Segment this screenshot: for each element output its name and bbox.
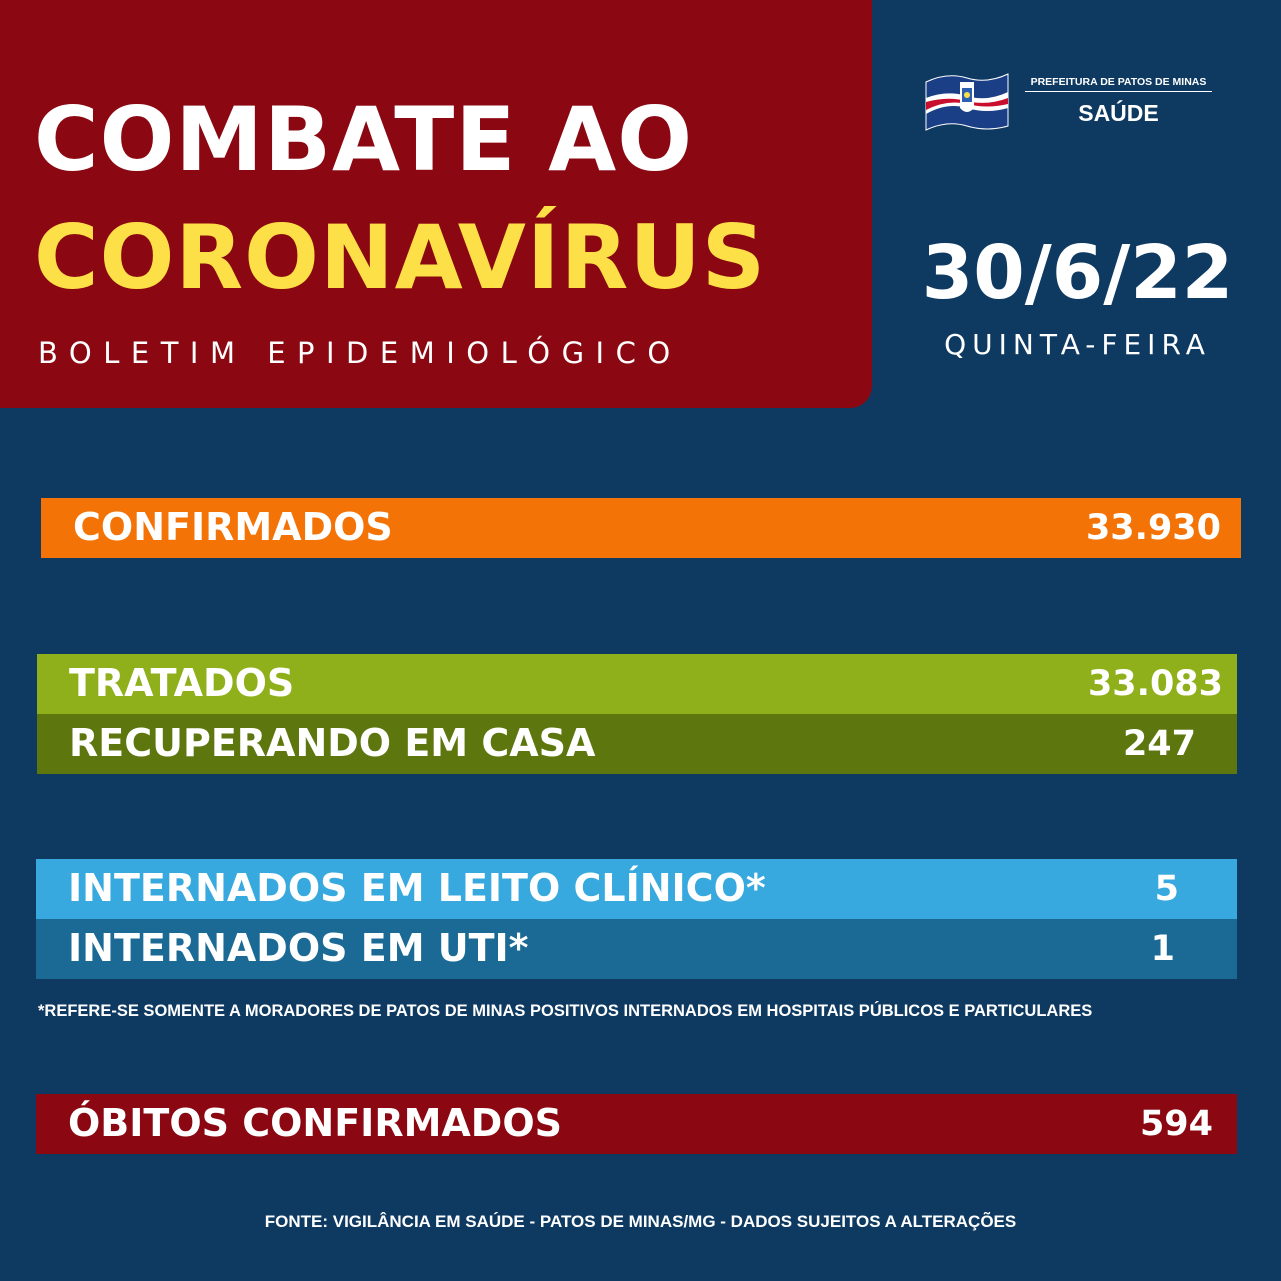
stat-obitos: ÓBITOS CONFIRMADOS 594	[36, 1094, 1237, 1154]
stat-value: 33.930	[1085, 508, 1221, 548]
prefeitura-logo: PREFEITURA DE PATOS DE MINAS SAÚDE	[922, 68, 1212, 138]
logo-org-name: PREFEITURA DE PATOS DE MINAS	[1025, 76, 1212, 92]
stat-uti: INTERNADOS EM UTI* 1	[36, 919, 1237, 979]
stat-value: 33.083	[1087, 664, 1223, 704]
stat-value: 247	[1122, 724, 1196, 764]
stat-value: 5	[1154, 869, 1179, 909]
stat-label: TRATADOS	[69, 661, 295, 705]
stat-tratados: TRATADOS 33.083	[37, 654, 1237, 714]
bulletin-weekday: QUINTA-FEIRA	[944, 328, 1211, 361]
stat-recuperando: RECUPERANDO EM CASA 247	[37, 714, 1237, 774]
footnote: *REFERE-SE SOMENTE A MORADORES DE PATOS …	[38, 1002, 1093, 1020]
logo-department: SAÚDE	[1078, 100, 1159, 126]
stat-value: 1	[1150, 929, 1175, 969]
stat-label: INTERNADOS EM UTI*	[68, 926, 529, 970]
title-panel: COMBATE AO CORONAVÍRUS BOLETIM EPIDEMIOL…	[0, 0, 872, 408]
stat-label: CONFIRMADOS	[73, 505, 393, 549]
stat-label: INTERNADOS EM LEITO CLÍNICO*	[68, 866, 766, 910]
subtitle: BOLETIM EPIDEMIOLÓGICO	[38, 336, 682, 370]
stat-label: ÓBITOS CONFIRMADOS	[68, 1101, 563, 1145]
source-footer: FONTE: VIGILÂNCIA EM SAÚDE - PATOS DE MI…	[264, 1212, 1017, 1231]
title-line-1: COMBATE AO	[34, 88, 693, 191]
stat-leito-clinico: INTERNADOS EM LEITO CLÍNICO* 5	[36, 859, 1237, 919]
title-line-2: CORONAVÍRUS	[34, 206, 767, 309]
bulletin-date: 30/6/22	[921, 230, 1234, 316]
stat-value: 594	[1139, 1104, 1213, 1144]
stat-confirmados: CONFIRMADOS 33.930	[41, 498, 1241, 558]
municipal-flag-icon	[925, 73, 1009, 131]
stat-label: RECUPERANDO EM CASA	[69, 721, 596, 765]
